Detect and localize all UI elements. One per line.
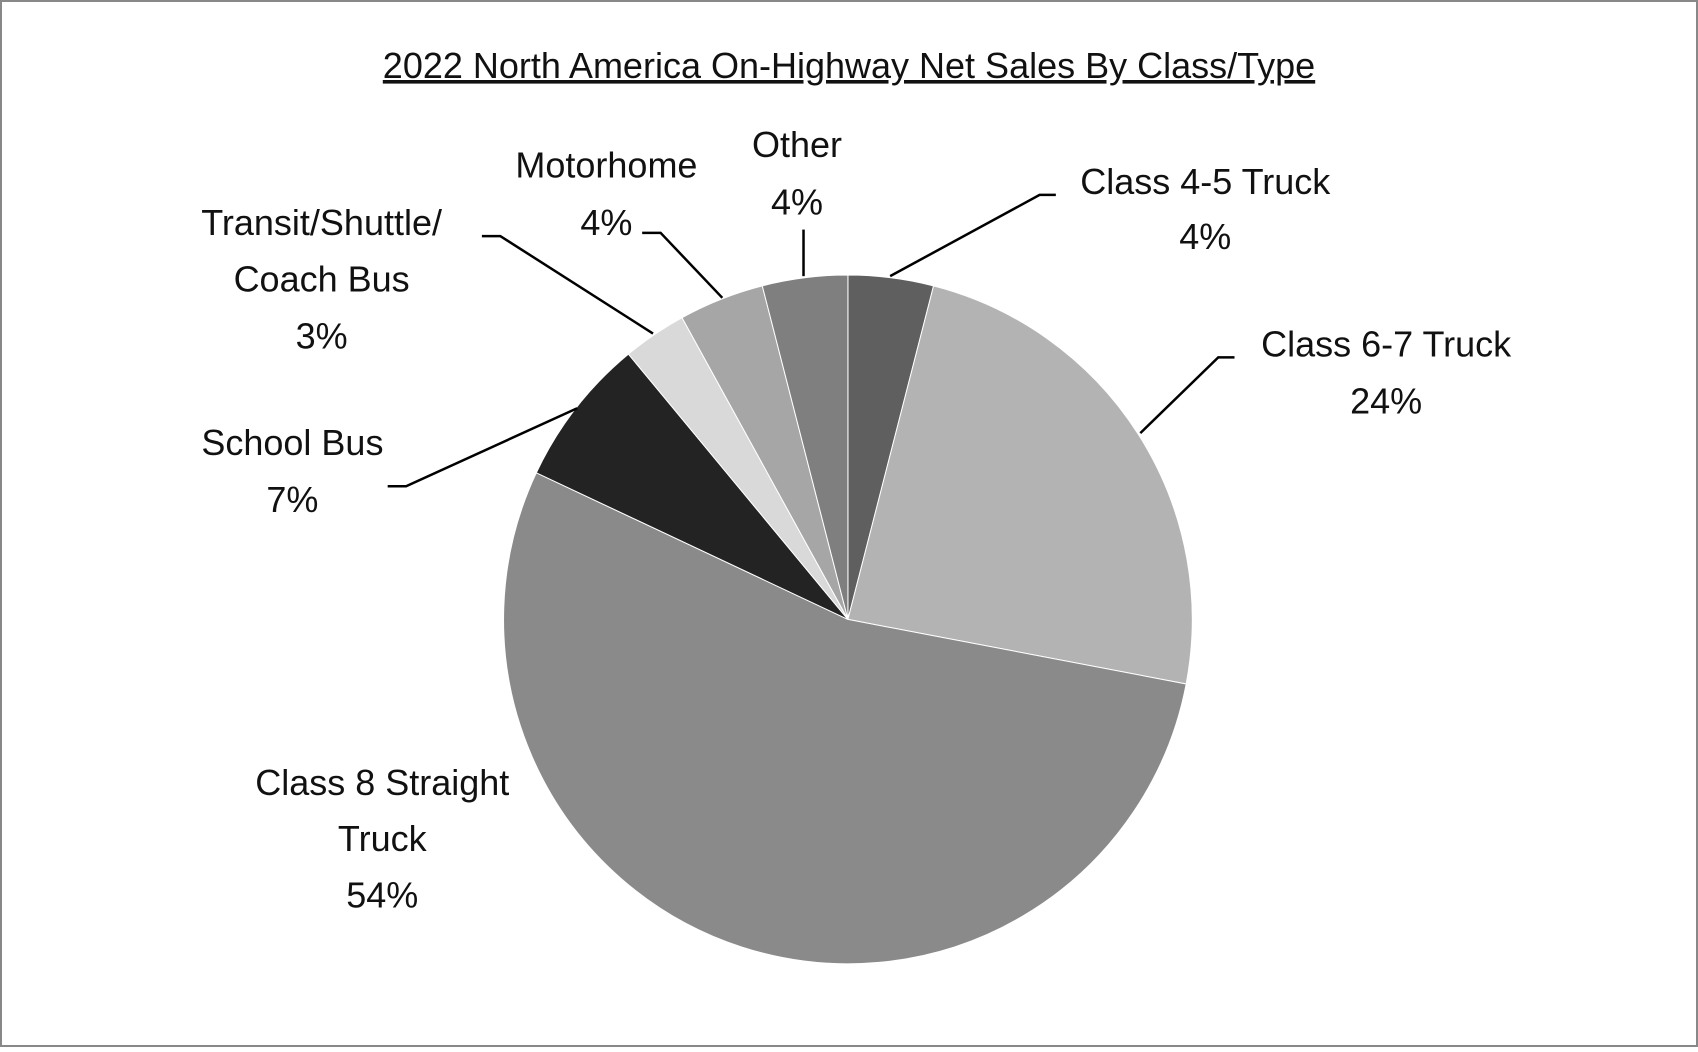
slice-label: School Bus xyxy=(201,422,383,463)
value-label: 3% xyxy=(296,316,348,357)
slice-label: Class 4-5 Truck xyxy=(1080,161,1331,202)
value-label: 4% xyxy=(1179,216,1231,257)
leader-line xyxy=(1139,356,1235,435)
leader-line xyxy=(387,407,578,488)
pie-slice xyxy=(503,472,1187,965)
slice-label: Transit/Shuttle/Coach Bus xyxy=(201,202,442,299)
pie-slice xyxy=(761,274,849,620)
slice-label: Other xyxy=(752,124,842,165)
value-label: 7% xyxy=(266,479,318,520)
value-label: 54% xyxy=(346,874,418,915)
value-label: 4% xyxy=(771,181,823,222)
chart-title: 2022 North America On-Highway Net Sales … xyxy=(383,45,1315,86)
leader-line xyxy=(889,193,1056,278)
slice-label: Motorhome xyxy=(515,145,697,186)
value-label: 24% xyxy=(1350,381,1422,422)
slice-label: Class 8 Straight Truck xyxy=(255,762,509,859)
pie-slice xyxy=(847,285,1193,685)
slice-label: Class 6-7 Truck xyxy=(1261,323,1512,364)
leader-line xyxy=(642,231,724,299)
leader-line xyxy=(481,234,654,335)
value-label: 4% xyxy=(580,202,632,243)
